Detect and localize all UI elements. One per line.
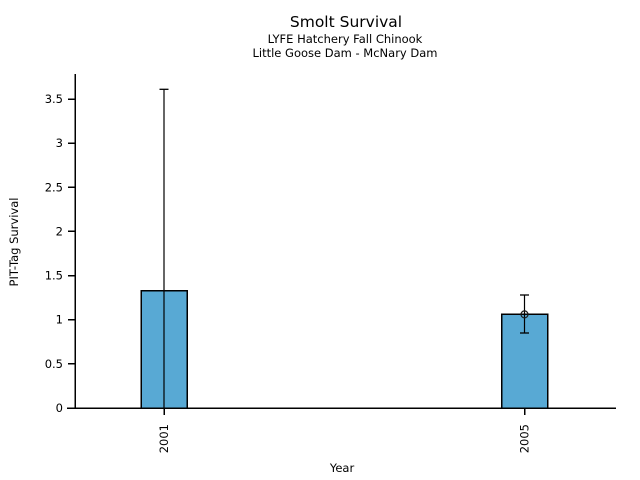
y-tick-label: 0.5 xyxy=(45,357,63,371)
y-tick-label: 0 xyxy=(56,401,63,415)
x-tick-label: 2005 xyxy=(518,424,532,453)
point-marker-2005 xyxy=(520,310,529,319)
y-tick-label: 2 xyxy=(56,224,63,238)
chart-subtitle-line2: Little Goose Dam - McNary Dam xyxy=(252,46,438,60)
y-tick-label: 3 xyxy=(56,136,63,150)
chart-subtitle-line1: LYFE Hatchery Fall Chinook xyxy=(267,32,423,46)
x-axis-label: Year xyxy=(329,461,355,475)
y-tick-label: 3.5 xyxy=(45,92,63,106)
y-tick-label: 2.5 xyxy=(45,180,63,194)
y-axis-label: PIT-Tag Survival xyxy=(7,197,21,287)
x-tick-label: 2001 xyxy=(157,424,171,453)
y-tick-label: 1.5 xyxy=(45,269,63,283)
chart-title: Smolt Survival xyxy=(289,13,403,31)
y-tick-label: 1 xyxy=(56,313,63,327)
